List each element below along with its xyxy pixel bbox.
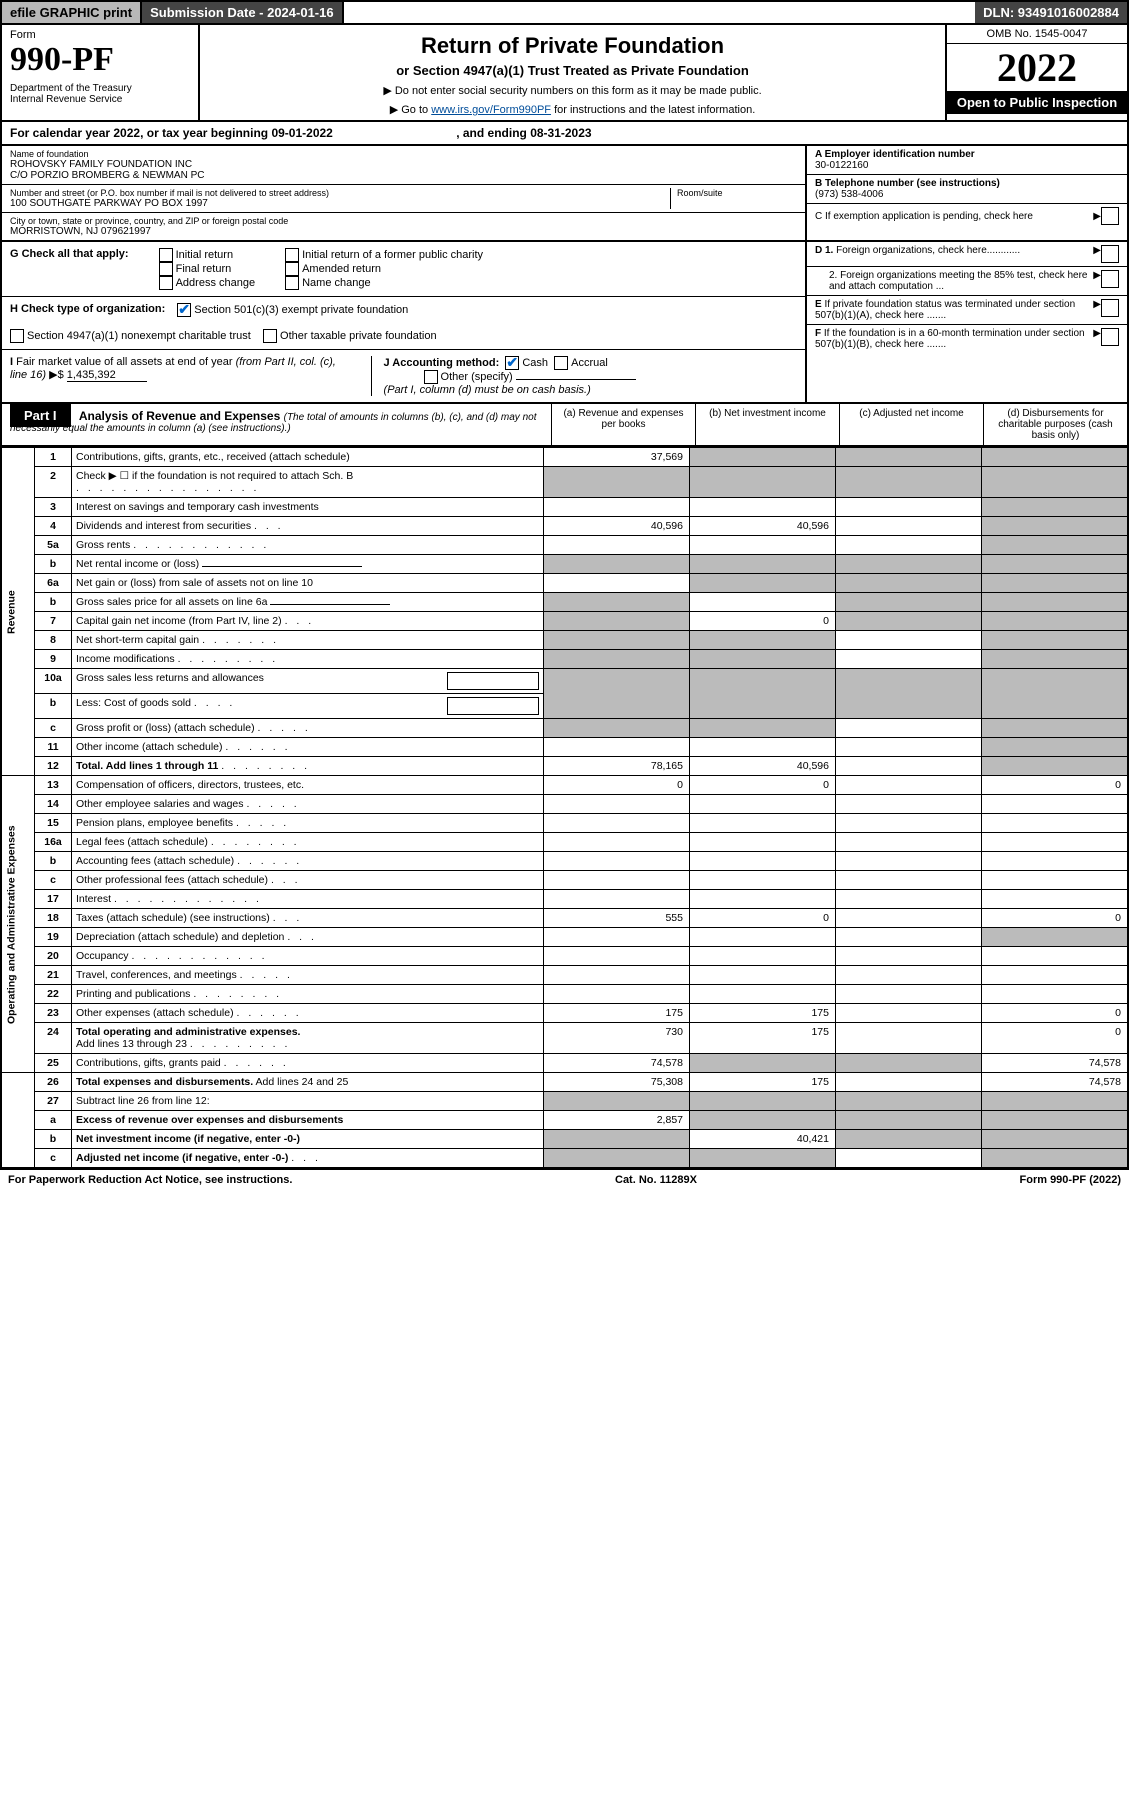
i-label: I Fair market value of all assets at end…	[10, 356, 336, 381]
entity-info: Name of foundation ROHOVSKY FAMILY FOUND…	[0, 146, 1129, 242]
cat-no: Cat. No. 11289X	[615, 1174, 697, 1186]
efile-tag[interactable]: efile GRAPHIC print	[2, 2, 142, 23]
revenue-side: Revenue	[1, 448, 35, 776]
g-final-cb[interactable]	[159, 262, 173, 276]
j-cash-cb[interactable]	[505, 356, 519, 370]
part1-title: Analysis of Revenue and Expenses	[79, 409, 284, 423]
j-other-cb[interactable]	[424, 370, 438, 384]
omb-number: OMB No. 1545-0047	[947, 25, 1127, 44]
form-title: Return of Private Foundation	[212, 33, 933, 59]
g-former-cb[interactable]	[285, 248, 299, 262]
e-terminated: E If private foundation status was termi…	[815, 299, 1093, 321]
dln: DLN: 93491016002884	[975, 2, 1127, 23]
f-cb[interactable]	[1101, 328, 1119, 346]
expenses-side: Operating and Administrative Expenses	[1, 776, 35, 1073]
d1-foreign: D 1. Foreign organizations, check here..…	[815, 245, 1093, 263]
d1-cb[interactable]	[1101, 245, 1119, 263]
form990pf-link[interactable]: www.irs.gov/Form990PF	[431, 104, 551, 116]
instr-ssn: ▶ Do not enter social security numbers o…	[212, 84, 933, 97]
city-label: City or town, state or province, country…	[10, 216, 797, 226]
irs-label: Internal Revenue Service	[10, 94, 190, 105]
name-label: Name of foundation	[10, 149, 797, 159]
room-label: Room/suite	[677, 188, 797, 198]
h-label: H Check type of organization:	[10, 303, 165, 317]
foundation-name: ROHOVSKY FAMILY FOUNDATION INC C/O PORZI…	[10, 159, 204, 181]
phone: (973) 538-4006	[815, 189, 883, 200]
g-address-cb[interactable]	[159, 276, 173, 290]
top-bar: efile GRAPHIC print Submission Date - 20…	[0, 0, 1129, 25]
form-subtitle: or Section 4947(a)(1) Trust Treated as P…	[212, 63, 933, 78]
j-accrual-cb[interactable]	[554, 356, 568, 370]
i-fmv: 1,435,392	[67, 369, 147, 382]
j-note: (Part I, column (d) must be on cash basi…	[384, 384, 591, 396]
calendar-year-row: For calendar year 2022, or tax year begi…	[0, 122, 1129, 146]
pra-notice: For Paperwork Reduction Act Notice, see …	[8, 1174, 292, 1186]
g-initial-cb[interactable]	[159, 248, 173, 262]
part1-table: Revenue 1Contributions, gifts, grants, e…	[0, 447, 1129, 1169]
col-c-hdr: (c) Adjusted net income	[839, 404, 983, 445]
g-name-cb[interactable]	[285, 276, 299, 290]
city-state-zip: MORRISTOWN, NJ 079621997	[10, 226, 151, 237]
instr-url: ▶ Go to www.irs.gov/Form990PF for instru…	[212, 103, 933, 116]
e-cb[interactable]	[1101, 299, 1119, 317]
check-section: G Check all that apply: Initial return F…	[0, 242, 1129, 404]
part1-header: Part I Analysis of Revenue and Expenses …	[0, 404, 1129, 447]
form-label: Form	[10, 29, 190, 41]
form-number: 990-PF	[10, 41, 190, 79]
addr-label: Number and street (or P.O. box number if…	[10, 188, 670, 198]
ein: 30-0122160	[815, 160, 868, 171]
h-4947-cb[interactable]	[10, 329, 24, 343]
ein-label: A Employer identification number	[815, 149, 975, 160]
h-other-cb[interactable]	[263, 329, 277, 343]
h-501c3-cb[interactable]	[177, 303, 191, 317]
col-d-hdr: (d) Disbursements for charitable purpose…	[983, 404, 1127, 445]
d2-85pct: 2. Foreign organizations meeting the 85%…	[815, 270, 1093, 292]
form-ref: Form 990-PF (2022)	[1020, 1174, 1122, 1186]
tax-year: 2022	[947, 44, 1127, 91]
col-a-hdr: (a) Revenue and expenses per books	[551, 404, 695, 445]
submission-date: Submission Date - 2024-01-16	[142, 2, 344, 23]
open-public: Open to Public Inspection	[947, 91, 1127, 114]
c-pending: C If exemption application is pending, c…	[815, 211, 1093, 222]
phone-label: B Telephone number (see instructions)	[815, 178, 1000, 189]
d2-cb[interactable]	[1101, 270, 1119, 288]
col-b-hdr: (b) Net investment income	[695, 404, 839, 445]
g-amended-cb[interactable]	[285, 262, 299, 276]
j-label: J Accounting method:	[384, 357, 500, 369]
f-60month: F If the foundation is in a 60-month ter…	[815, 328, 1093, 350]
form-header: Form 990-PF Department of the Treasury I…	[0, 25, 1129, 122]
page-footer: For Paperwork Reduction Act Notice, see …	[0, 1169, 1129, 1190]
c-checkbox[interactable]	[1101, 207, 1119, 225]
g-label: G Check all that apply:	[10, 248, 129, 260]
dept-treasury: Department of the Treasury	[10, 83, 190, 94]
street-address: 100 SOUTHGATE PARKWAY PO BOX 1997	[10, 198, 208, 209]
